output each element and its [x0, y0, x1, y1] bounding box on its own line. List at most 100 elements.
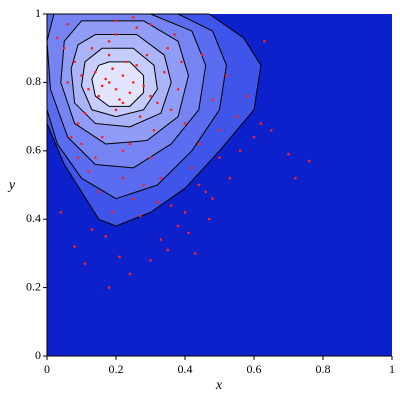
scatter-point	[83, 262, 87, 265]
scatter-point	[111, 67, 114, 71]
scatter-point	[90, 46, 94, 50]
y-tick-label: 0.8	[26, 74, 41, 88]
scatter-point	[176, 224, 180, 228]
scatter-point	[118, 98, 121, 101]
scatter-point	[59, 211, 63, 214]
scatter-point	[235, 115, 239, 118]
scatter-point	[97, 190, 101, 194]
scatter-point	[163, 70, 166, 74]
scatter-point	[97, 94, 101, 98]
scatter-point	[145, 53, 149, 57]
scatter-point	[94, 70, 97, 74]
scatter-point	[135, 64, 138, 67]
y-tick-label: 0	[35, 348, 41, 362]
scatter-point	[100, 84, 104, 88]
scatter-point	[107, 40, 111, 43]
scatter-point	[131, 16, 135, 19]
scatter-point	[259, 122, 263, 125]
scatter-point	[204, 190, 207, 194]
y-tick-label: 0.6	[26, 143, 41, 157]
scatter-point	[76, 122, 80, 125]
scatter-point	[142, 183, 145, 187]
scatter-point	[166, 248, 170, 252]
scatter-point	[66, 81, 69, 84]
scatter-point	[114, 19, 118, 23]
y-tick-label: 0.4	[26, 211, 41, 225]
scatter-point	[159, 176, 163, 180]
scatter-point	[80, 74, 83, 77]
scatter-point	[218, 128, 221, 132]
scatter-point	[269, 128, 273, 132]
scatter-point	[135, 26, 138, 29]
scatter-point	[121, 176, 125, 180]
scatter-point	[194, 252, 197, 255]
scatter-point	[73, 60, 76, 64]
scatter-point	[107, 81, 111, 84]
scatter-point	[159, 238, 163, 242]
scatter-point	[80, 142, 83, 146]
contour	[91, 61, 145, 107]
scatter-point	[263, 40, 266, 43]
x-tick-label: 0	[44, 362, 50, 376]
scatter-point	[83, 111, 87, 115]
scatter-point	[173, 33, 176, 36]
scatter-point	[211, 98, 214, 101]
scatter-point	[121, 149, 125, 153]
scatter-point	[100, 135, 104, 139]
x-tick-label: 0.4	[178, 362, 193, 376]
scatter-point	[200, 53, 204, 57]
x-tick-label: 0.2	[109, 362, 124, 376]
scatter-point	[149, 156, 152, 159]
scatter-point	[104, 77, 107, 81]
scatter-point	[183, 122, 187, 125]
scatter-point	[66, 22, 69, 26]
scatter-point	[218, 156, 221, 159]
scatter-point	[87, 87, 90, 91]
scatter-point	[138, 115, 142, 118]
scatter-point	[190, 166, 194, 170]
y-tick-label: 1	[35, 6, 41, 20]
scatter-point	[111, 211, 114, 214]
scatter-point	[149, 258, 152, 262]
scatter-point	[142, 84, 145, 88]
scatter-point	[197, 183, 201, 187]
scatter-point	[166, 46, 170, 50]
scatter-point	[228, 176, 232, 180]
scatter-point	[128, 272, 132, 276]
scatter-point	[287, 152, 290, 156]
scatter-point	[107, 286, 111, 289]
scatter-point	[225, 74, 228, 77]
y-tick-label: 0.2	[26, 279, 41, 293]
scatter-point	[187, 231, 190, 235]
x-tick-label: 0.8	[316, 362, 331, 376]
scatter-point	[252, 135, 256, 139]
scatter-point	[90, 228, 94, 231]
scatter-point	[131, 197, 135, 200]
scatter-point	[121, 101, 125, 105]
scatter-point	[211, 197, 214, 200]
scatter-point	[149, 22, 152, 26]
scatter-point	[197, 142, 201, 146]
x-tick-label: 0.6	[247, 362, 262, 376]
scatter-point	[114, 108, 118, 112]
scatter-point	[307, 159, 311, 163]
scatter-point	[121, 74, 125, 77]
scatter-point	[128, 142, 132, 146]
scatter-point	[114, 33, 118, 36]
scatter-point	[114, 87, 118, 91]
scatter-point	[69, 135, 73, 139]
scatter-point	[294, 176, 297, 180]
scatter-point	[87, 170, 90, 173]
scatter-point	[156, 101, 159, 105]
scatter-point	[131, 81, 135, 84]
scatter-point	[56, 36, 59, 40]
y-axis-label: y	[7, 178, 16, 193]
scatter-point	[73, 245, 76, 248]
scatter-point	[76, 156, 80, 159]
scatter-point	[138, 214, 142, 218]
scatter-point	[94, 156, 97, 159]
scatter-point	[169, 204, 173, 207]
scatter-point	[183, 211, 187, 214]
